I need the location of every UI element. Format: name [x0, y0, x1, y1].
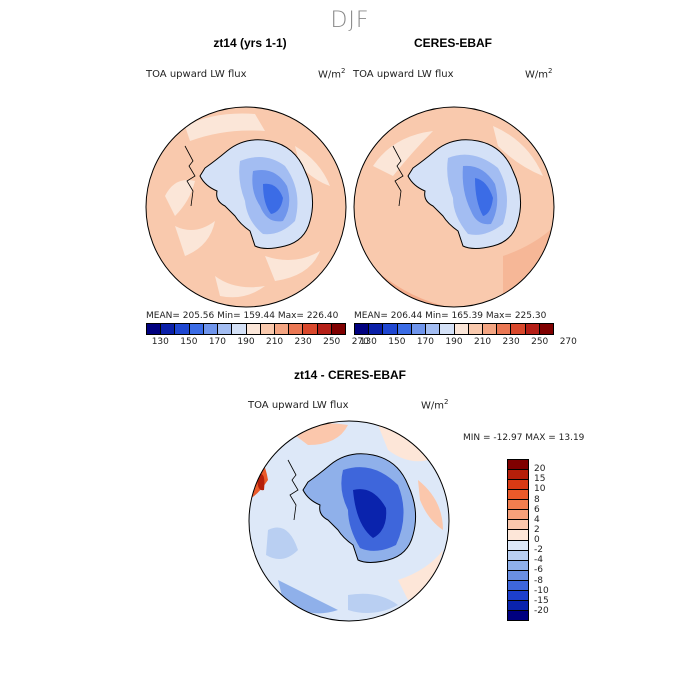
colorbar-tick-label: 230: [294, 337, 312, 347]
colorbar-cell: [468, 324, 483, 334]
colorbar-tick-label: -4: [534, 555, 543, 566]
colorbar-tick-label: 190: [237, 337, 255, 347]
colorbar-cell: [508, 460, 528, 471]
colorbar-tick-label: -15: [534, 595, 549, 606]
colorbar-cell: [454, 324, 469, 334]
colorbar-tick-label: 230: [502, 337, 520, 347]
panel2-title: CERES-EBAF: [413, 36, 492, 50]
colorbar-cell: [397, 324, 412, 334]
panel2-variable-label: TOA upward LW flux: [353, 69, 454, 80]
colorbar-cell: [508, 480, 528, 491]
colorbar-cell: [232, 324, 247, 334]
colorbar-cell: [508, 560, 528, 571]
panel1-units: W/m2: [318, 67, 346, 81]
colorbar-tick-label: 210: [473, 337, 492, 347]
colorbar-tick-label: 250: [323, 337, 341, 347]
colorbar-tick-label: 210: [265, 337, 284, 347]
colorbar-cell: [508, 500, 528, 511]
colorbar-cell: [508, 570, 528, 581]
colorbar-cell: [260, 324, 275, 334]
colorbar-tick-label: -8: [534, 575, 543, 586]
diff-colorbar-ticks: 20 15 10 8 6 4 2 0 -2 -4 -6 -8 -10 -15 -20: [534, 459, 574, 621]
main-title: DJF: [330, 8, 370, 33]
colorbar-tick-label: 2: [534, 524, 540, 535]
colorbar-cell: [147, 324, 162, 334]
panel1-colorbar-ticks: 130 150 170 190 210 230 250 270: [146, 337, 369, 349]
diff-stats: MIN = -12.97 MAX = 13.19: [463, 433, 585, 443]
colorbar-cell: [508, 600, 528, 611]
colorbar-cell: [175, 324, 190, 334]
colorbar-cell: [525, 324, 540, 334]
panel2-units: W/m2: [525, 67, 553, 81]
colorbar-cell: [369, 324, 384, 334]
diff-variable-label: TOA upward LW flux: [248, 400, 349, 411]
colorbar-cell: [218, 324, 233, 334]
colorbar-cell: [161, 324, 176, 334]
colorbar-cell: [508, 470, 528, 481]
colorbar-tick-label: 130: [359, 337, 377, 347]
colorbar-tick-label: 270: [351, 337, 369, 347]
colorbar-tick-label: 150: [180, 337, 198, 347]
colorbar-tick-label: 0: [534, 535, 540, 545]
colorbar-cell: [317, 324, 332, 334]
colorbar-cell: [289, 324, 304, 334]
colorbar-tick-label: 6: [534, 504, 540, 515]
colorbar-cell: [508, 520, 528, 531]
colorbar-cell: [426, 324, 441, 334]
colorbar-tick-label: 190: [445, 337, 463, 347]
colorbar-cell: [508, 550, 528, 561]
colorbar-cell: [189, 324, 204, 334]
colorbar-cell: [482, 324, 498, 334]
diff-polar-map: [248, 420, 450, 622]
colorbar-tick-label: 20: [534, 464, 546, 475]
colorbar-cell: [539, 324, 554, 334]
panel2-colorbar: [354, 323, 554, 335]
colorbar-cell: [508, 590, 528, 601]
panel1-stats: MEAN= 205.56 Min= 159.44 Max= 226.40: [146, 311, 339, 321]
colorbar-cell: [508, 490, 528, 501]
colorbar-cell: [508, 610, 528, 620]
colorbar-tick-label: 8: [534, 494, 540, 505]
panel1-title: zt14 (yrs 1-1): [213, 36, 287, 50]
colorbar-tick-label: -10: [534, 585, 549, 596]
colorbar-tick-label: 170: [416, 337, 435, 347]
colorbar-tick-label: 270: [559, 337, 577, 347]
colorbar-tick-label: -20: [534, 605, 549, 616]
colorbar-tick-label: 150: [388, 337, 406, 347]
colorbar-tick-label: 4: [534, 514, 540, 525]
diff-title: zt14 - CERES-EBAF: [293, 368, 406, 382]
panel1-variable-label: TOA upward LW flux: [146, 69, 247, 80]
diff-colorbar: [507, 459, 529, 621]
colorbar-tick-label: 250: [531, 337, 549, 347]
colorbar-cell: [508, 580, 528, 591]
colorbar-cell: [383, 324, 398, 334]
panel2-polar-map: [353, 106, 555, 308]
colorbar-cell: [246, 324, 261, 334]
colorbar-cell: [508, 530, 528, 541]
colorbar-cell: [411, 324, 427, 334]
colorbar-tick-label: 170: [208, 337, 227, 347]
colorbar-cell: [303, 324, 318, 334]
colorbar-cell: [274, 324, 290, 334]
colorbar-tick-label: -6: [534, 565, 543, 576]
colorbar-cell: [508, 510, 528, 521]
colorbar-tick-label: -2: [534, 545, 543, 556]
colorbar-cell: [331, 324, 346, 334]
colorbar-cell: [497, 324, 512, 334]
colorbar-cell: [508, 540, 528, 551]
panel1-polar-map: [145, 106, 347, 308]
panel2-colorbar-ticks: 130 150 170 190 210 230 250 270: [354, 337, 577, 349]
diff-units: W/m2: [421, 398, 449, 412]
colorbar-cell: [440, 324, 455, 334]
colorbar-cell: [203, 324, 219, 334]
colorbar-cell: [355, 324, 370, 334]
colorbar-tick-label: 15: [534, 474, 546, 485]
colorbar-tick-label: 130: [151, 337, 169, 347]
colorbar-cell: [511, 324, 526, 334]
panel1-colorbar: [146, 323, 346, 335]
colorbar-tick-label: 10: [534, 484, 546, 495]
panel2-stats: MEAN= 206.44 Min= 165.39 Max= 225.30: [354, 311, 547, 321]
